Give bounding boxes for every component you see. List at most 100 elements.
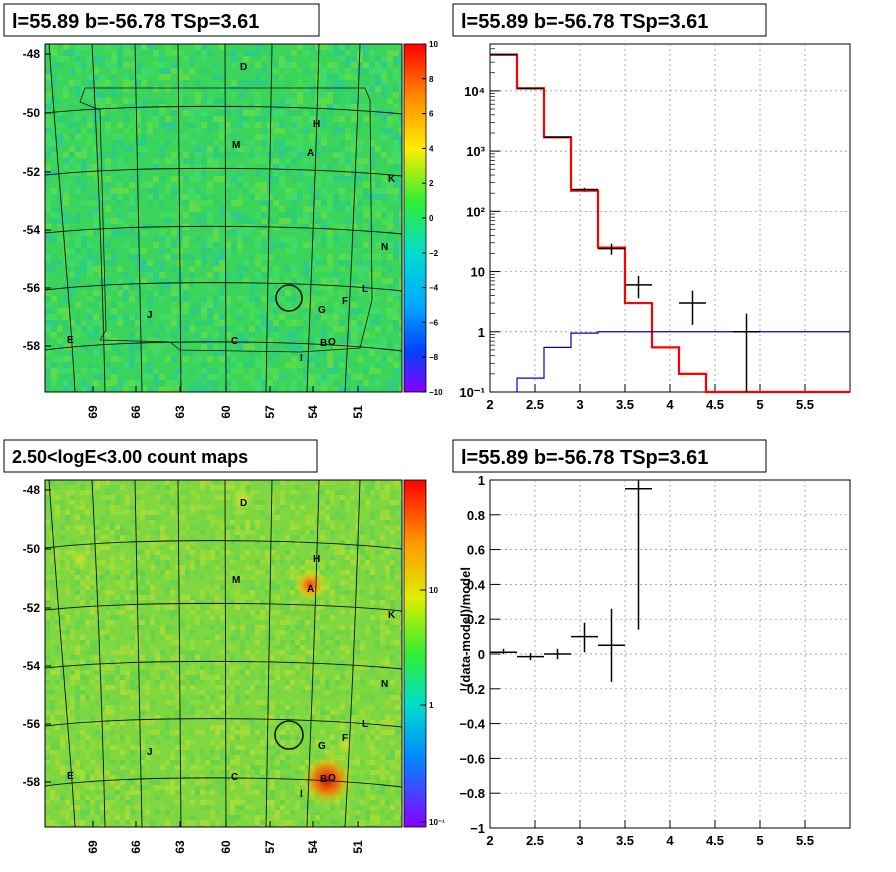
- spectrum-y-tick: 10⁻¹: [459, 385, 485, 400]
- spectrum-title: l=55.89 b=-56.78 TSp=3.61: [461, 11, 708, 33]
- spectrum-y-tick: 10²: [466, 204, 485, 219]
- map-x-tick: 69: [86, 405, 100, 419]
- spectrum-x-tick: 3.5: [616, 397, 634, 412]
- source-label-i: I: [300, 353, 303, 364]
- residual-x-tick: 3.5: [616, 833, 634, 848]
- residual-y-tick: −1: [470, 821, 485, 836]
- count-colorbar-tick: 10: [429, 586, 438, 595]
- spectrum-x-tick: 2.5: [526, 397, 544, 412]
- source-label-a: A: [307, 148, 314, 159]
- residual-colorbar-tick: 8: [429, 75, 434, 84]
- residual-ylabel: (data-model)/model: [458, 567, 473, 687]
- residual-colorbar-tick: 0: [429, 214, 434, 223]
- source-label-j: J: [147, 310, 153, 321]
- count-map-panel: D H M A K N L F G J E C B O I 69 66 63 60 57 54 51 -48 -50 -52…: [23, 479, 445, 854]
- map-y-tick: -56: [23, 717, 41, 731]
- count-colorbar: [404, 480, 426, 827]
- map-y-tick: -56: [23, 281, 41, 295]
- spectrum-x-tick: 4: [666, 397, 674, 412]
- residual-colorbar-tick: −4: [429, 284, 439, 293]
- residual-y-tick: 1: [478, 473, 485, 488]
- residual-y-tick: 0.2: [467, 612, 485, 627]
- hotspot-b: [301, 754, 353, 806]
- map-x-tick: 51: [351, 840, 365, 854]
- source-label-k: K: [388, 610, 396, 621]
- map-y-tick: -50: [23, 106, 41, 120]
- source-label-c: C: [231, 772, 238, 783]
- residual-colorbar-tick: 10: [429, 40, 438, 49]
- residual-y-tick: −0.4: [459, 717, 485, 732]
- source-label-i: I: [300, 789, 303, 800]
- source-label-f: F: [342, 733, 348, 744]
- map-x-tick: 66: [129, 840, 143, 854]
- map-x-tick: 66: [129, 405, 143, 419]
- residual-colorbar-tick: −2: [429, 249, 439, 258]
- residual-colorbar-tick: −6: [429, 318, 439, 327]
- source-label-h: H: [313, 554, 320, 565]
- map-x-tick: 57: [263, 405, 277, 419]
- map-x-tick: 69: [86, 840, 100, 854]
- count-map-title: 2.50<logE<3.00 count maps: [12, 447, 248, 467]
- source-label-b: B: [320, 774, 327, 785]
- source-label-m: M: [232, 140, 240, 151]
- residual-colorbar-tick: 2: [429, 179, 434, 188]
- residual-x-tick: 5: [756, 833, 763, 848]
- source-label-o: O: [328, 773, 336, 784]
- source-label-n: N: [381, 242, 388, 253]
- map-x-tick: 54: [306, 405, 320, 419]
- source-label-f: F: [342, 296, 348, 307]
- residual-y-tick: −0.6: [459, 751, 485, 766]
- residual-x-tick: 4.5: [706, 833, 724, 848]
- map-x-tick: 57: [263, 840, 277, 854]
- residual-y-tick: 0.8: [467, 508, 485, 523]
- residual-map-title: l=55.89 b=-56.78 TSp=3.61: [12, 11, 259, 33]
- residual-y-tick: 0.6: [467, 543, 485, 558]
- map-x-tick: 51: [351, 405, 365, 419]
- spectrum-x-tick: 2: [486, 397, 493, 412]
- spectrum-y-tick: 10³: [466, 144, 485, 159]
- source-label-g: G: [318, 741, 326, 752]
- source-label-c: C: [231, 336, 238, 347]
- residual-x-tick: 5.5: [796, 833, 814, 848]
- residual-colorbar-tick: 6: [429, 110, 434, 119]
- source-label-a: A: [307, 584, 314, 595]
- map-x-tick: 54: [306, 840, 320, 854]
- spectrum-x-tick: 4.5: [706, 397, 724, 412]
- residual-colorbar-tick: 4: [429, 144, 434, 153]
- map-x-tick: 63: [173, 840, 187, 854]
- residual-y-tick: −0.2: [459, 682, 485, 697]
- spectrum-x-tick: 5: [756, 397, 763, 412]
- count-colorbar-tick: 10⁻¹: [429, 818, 445, 827]
- map-y-tick: -58: [23, 775, 41, 789]
- map-x-tick: 60: [219, 840, 233, 854]
- source-label-e: E: [67, 771, 74, 782]
- source-label-d: D: [240, 498, 247, 509]
- residual-x-tick: 4: [666, 833, 674, 848]
- spectrum-y-tick: 10: [471, 265, 485, 280]
- spectrum-chart: 2 2.5 3 3.5 4 4.5 5 5.5 10⁴ 10³ 10² 10 1 10⁻¹: [459, 43, 851, 412]
- residual-colorbar: [404, 44, 426, 392]
- source-label-e: E: [67, 335, 74, 346]
- source-label-h: H: [313, 119, 320, 130]
- source-label-n: N: [381, 679, 388, 690]
- spectrum-blue-histogram: [516, 331, 850, 392]
- count-colorbar-tick: 1: [429, 701, 434, 710]
- residual-chart: 2 2.5 3 3.5 4 4.5 5 5.5 1 0.8 0.6 0.4 0.2 0 −0.2 −0.4 −0…: [459, 473, 851, 848]
- source-label-m: M: [232, 575, 240, 586]
- map-x-tick: 60: [219, 405, 233, 419]
- map-y-tick: -48: [23, 47, 41, 61]
- source-label-d: D: [240, 62, 247, 73]
- spectrum-x-tick: 3: [576, 397, 583, 412]
- source-label-g: G: [318, 305, 326, 316]
- residual-y-tick: 0.4: [467, 577, 486, 592]
- source-label-o: O: [328, 337, 336, 348]
- source-label-k: K: [388, 174, 396, 185]
- residual-y-tick: −0.8: [459, 786, 485, 801]
- residual-colorbar-tick: −8: [429, 353, 439, 362]
- source-label-b: B: [320, 338, 327, 349]
- source-label-j: J: [147, 747, 153, 758]
- residual-chart-title: l=55.89 b=-56.78 TSp=3.61: [461, 447, 708, 469]
- residual-y-tick: 0: [478, 647, 485, 662]
- map-y-tick: -52: [23, 601, 41, 615]
- spectrum-y-tick: 1: [478, 325, 485, 340]
